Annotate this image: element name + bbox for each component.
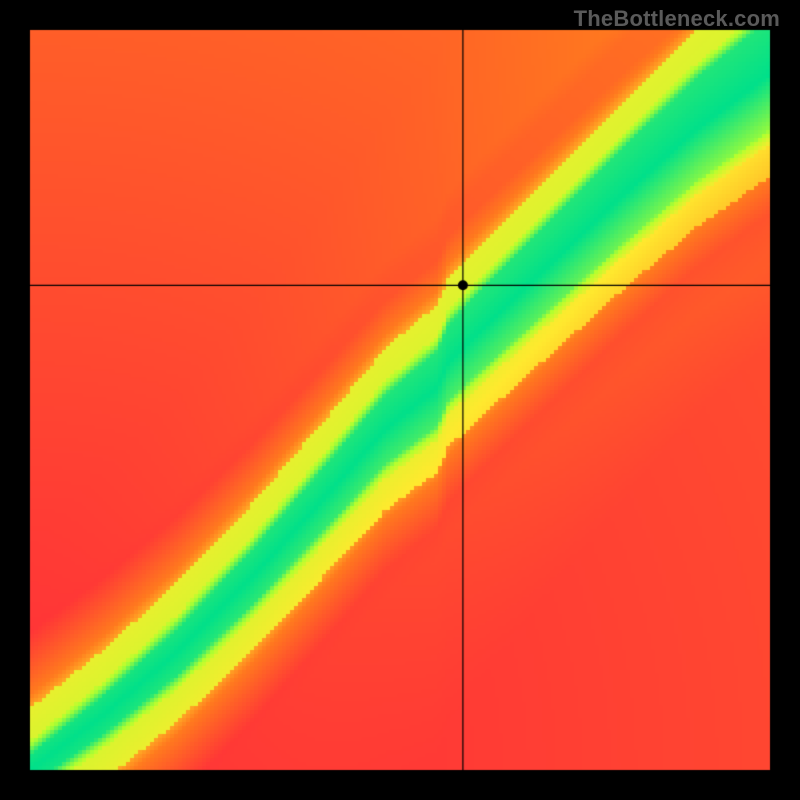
watermark-text: TheBottleneck.com	[574, 6, 780, 32]
heatmap-canvas	[0, 0, 800, 800]
